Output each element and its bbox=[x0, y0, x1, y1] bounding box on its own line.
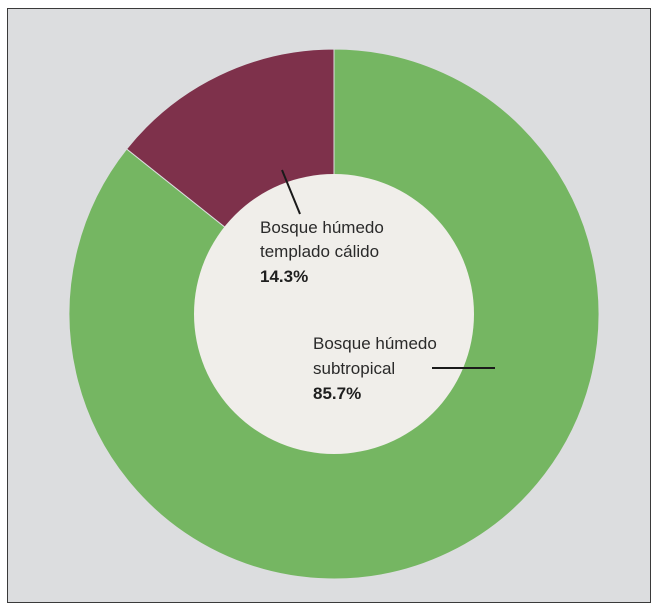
subtropical-label-line2: subtropical bbox=[313, 359, 395, 378]
subtropical-value: 85.7% bbox=[313, 384, 361, 403]
leader-line-temperate bbox=[281, 169, 301, 215]
subtropical-label-line1: Bosque húmedo bbox=[313, 334, 437, 353]
donut-chart: Bosque húmedo templado cálido 14.3% Bosq… bbox=[68, 48, 600, 580]
temperate-label-line1: Bosque húmedo bbox=[260, 218, 384, 237]
slice-label-temperate: Bosque húmedo templado cálido 14.3% bbox=[260, 169, 384, 286]
temperate-value: 14.3% bbox=[260, 267, 308, 286]
temperate-label-line2: templado cálido bbox=[260, 242, 379, 261]
slice-label-subtropical: Bosque húmedo subtropical 85.7% bbox=[313, 334, 495, 403]
chart-frame: Bosque húmedo templado cálido 14.3% Bosq… bbox=[7, 8, 651, 603]
donut-hole bbox=[194, 174, 474, 454]
